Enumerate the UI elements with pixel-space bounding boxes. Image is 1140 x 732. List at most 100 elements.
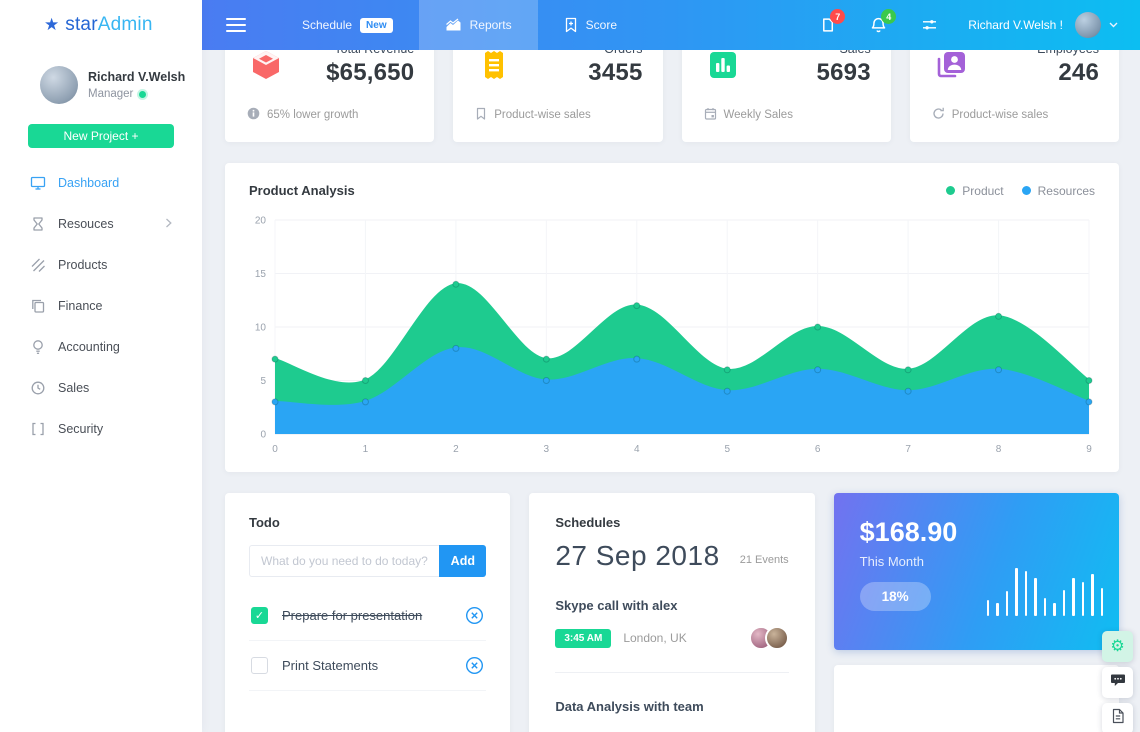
profile-role: Manager bbox=[88, 88, 185, 100]
alerts-count-badge: 4 bbox=[881, 9, 897, 24]
schedules-card: Schedules 27 Sep 2018 21 Events Skype ca… bbox=[529, 493, 815, 732]
spark-bar bbox=[1072, 578, 1075, 616]
stat-footer-text: Product-wise sales bbox=[951, 109, 1049, 121]
brand-admin-text: Admin bbox=[97, 14, 153, 35]
user-avatar bbox=[1075, 12, 1101, 38]
svg-text:15: 15 bbox=[255, 269, 267, 280]
spark-bar bbox=[1034, 578, 1037, 616]
sidebar-item-sales[interactable]: Sales bbox=[0, 367, 202, 408]
legend-label: Product bbox=[962, 183, 1004, 198]
contact-icon bbox=[932, 46, 970, 84]
tab-schedule[interactable]: Schedule New bbox=[276, 0, 419, 50]
sidebar-item-label: Accounting bbox=[58, 339, 120, 354]
fab-gear-icon[interactable]: ⚙ bbox=[1102, 631, 1133, 662]
spark-bar bbox=[1015, 568, 1018, 616]
stat-footer: Weekly Sales bbox=[704, 107, 871, 123]
svg-text:8: 8 bbox=[996, 444, 1002, 455]
brackets-icon bbox=[30, 421, 46, 437]
sidebar-item-dashboard[interactable]: Dashboard bbox=[0, 162, 202, 203]
sidebar-item-accounting[interactable]: Accounting bbox=[0, 326, 202, 367]
event-time-badge: 3:45 AM bbox=[555, 628, 612, 648]
svg-text:9: 9 bbox=[1086, 444, 1092, 455]
bottom-row: Todo Add ✓ Prepare for presentation Print … bbox=[225, 493, 1119, 732]
receipt-icon bbox=[475, 46, 513, 84]
checkbox-unchecked-icon[interactable] bbox=[251, 657, 268, 674]
area-chart-icon bbox=[445, 18, 462, 32]
profile-meta: Richard V.Welsh Manager bbox=[88, 70, 185, 100]
legend-label: Resources bbox=[1037, 183, 1095, 198]
sliders-icon[interactable] bbox=[921, 17, 938, 33]
bell-icon[interactable]: 4 bbox=[870, 9, 897, 34]
sidebar-item-label: Security bbox=[58, 421, 104, 436]
user-menu[interactable]: Richard V.Welsh ! bbox=[968, 12, 1118, 38]
schedules-date: 27 Sep 2018 bbox=[555, 540, 720, 571]
spark-bar bbox=[1091, 574, 1094, 616]
events-list: Skype call with alex 3:45 AM London, UK Dat… bbox=[555, 598, 789, 714]
chart-title: Product Analysis bbox=[249, 183, 355, 198]
new-project-button[interactable]: New Project + bbox=[28, 124, 174, 148]
attendee-avatar[interactable] bbox=[764, 626, 789, 650]
chevron-right-icon bbox=[165, 217, 172, 231]
month-amount: $168.90 bbox=[859, 517, 958, 547]
files-icon[interactable]: 7 bbox=[819, 9, 846, 34]
todo-item: Print Statements bbox=[249, 641, 487, 691]
fab-file-icon[interactable] bbox=[1102, 703, 1133, 732]
checkbox-checked-icon[interactable]: ✓ bbox=[251, 607, 268, 624]
sidebar-item-security[interactable]: Security bbox=[0, 408, 202, 449]
todo-title: Todo bbox=[249, 515, 280, 530]
brand-logo[interactable]: ★ starAdmin bbox=[0, 0, 202, 50]
refresh-icon bbox=[932, 107, 945, 123]
stat-footer-text: Weekly Sales bbox=[723, 109, 793, 121]
svg-text:5: 5 bbox=[724, 444, 730, 455]
area-chart: 0 5 10 15 20 0 1 2 3 4 5 6 7 8 9 bbox=[249, 206, 1095, 463]
divider bbox=[555, 672, 789, 673]
sidebar-item-label: Dashboard bbox=[58, 175, 120, 190]
profile-avatar[interactable] bbox=[40, 66, 78, 104]
tab-score[interactable]: Score bbox=[538, 0, 643, 50]
todo-list: ✓ Prepare for presentation Print Statement… bbox=[249, 591, 487, 691]
spark-bar bbox=[996, 603, 999, 616]
svg-text:20: 20 bbox=[255, 216, 267, 227]
chart-header: Product Analysis Product Resources bbox=[249, 183, 1095, 198]
spark-bar bbox=[1100, 588, 1103, 616]
stat-footer-text: Product-wise sales bbox=[494, 109, 591, 121]
stat-footer: Product-wise sales bbox=[475, 107, 642, 123]
bookmark-icon bbox=[475, 107, 487, 123]
svg-text:2: 2 bbox=[453, 444, 459, 455]
brand-star-text: star bbox=[65, 14, 98, 35]
todo-input[interactable] bbox=[249, 545, 440, 577]
spark-bar bbox=[986, 600, 989, 616]
legend-resources[interactable]: Resources bbox=[1021, 183, 1095, 198]
stat-footer-text: 65% lower growth bbox=[267, 109, 359, 121]
sidebar-item-products[interactable]: Products bbox=[0, 244, 202, 285]
legend-product[interactable]: Product bbox=[946, 183, 1004, 198]
stat-value: 246 bbox=[1058, 59, 1099, 86]
user-name: Richard V.Welsh ! bbox=[968, 18, 1063, 32]
sidebar-item-finance[interactable]: Finance bbox=[0, 285, 202, 326]
event-title: Skype call with alex bbox=[555, 598, 678, 613]
todo-add-button[interactable]: Add bbox=[439, 545, 487, 577]
svg-text:10: 10 bbox=[255, 323, 267, 334]
chart-legend: Product Resources bbox=[946, 184, 1095, 198]
cube-icon bbox=[247, 46, 285, 84]
menu-toggle-icon[interactable] bbox=[226, 18, 246, 32]
stat-footer: Product-wise sales bbox=[932, 107, 1099, 123]
tab-reports[interactable]: Reports bbox=[418, 0, 538, 50]
sidebar-nav: Dashboard Resouces Products Finance Accounti… bbox=[0, 162, 202, 449]
fab-chat-icon[interactable] bbox=[1102, 667, 1133, 698]
spark-bar bbox=[1053, 603, 1056, 616]
product-analysis-card: Product Analysis Product Resources 0 5 10 15… bbox=[225, 163, 1119, 472]
tab-label: Score bbox=[585, 18, 617, 32]
remove-todo-icon[interactable] bbox=[465, 606, 484, 625]
bar-chart-icon bbox=[704, 46, 742, 84]
monitor-icon bbox=[30, 175, 46, 191]
profile-role-label: Manager bbox=[88, 88, 134, 100]
sidebar-item-resouces[interactable]: Resouces bbox=[0, 203, 202, 244]
bookmark-plus-icon bbox=[564, 17, 578, 33]
spark-bar bbox=[1005, 591, 1008, 616]
sidebar: ★ starAdmin Richard V.Welsh Manager New … bbox=[0, 0, 202, 732]
schedules-date-row: 27 Sep 2018 21 Events bbox=[555, 540, 788, 572]
remove-todo-icon[interactable] bbox=[465, 656, 484, 675]
right-column: $168.90 This Month 18% bbox=[833, 493, 1119, 732]
